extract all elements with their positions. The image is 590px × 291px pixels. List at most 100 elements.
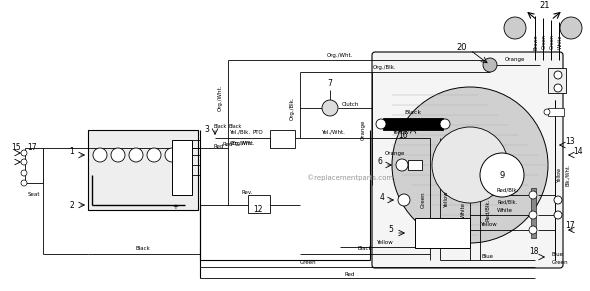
Text: 1: 1 — [70, 148, 74, 157]
Text: Yel./Blk.: Yel./Blk. — [230, 129, 251, 134]
Text: Black: Black — [213, 123, 226, 129]
Circle shape — [554, 196, 562, 204]
Text: Green: Green — [542, 35, 546, 49]
Bar — [531, 188, 536, 238]
Text: 17: 17 — [27, 143, 37, 152]
Circle shape — [483, 58, 497, 72]
Text: Org./Wht.: Org./Wht. — [231, 141, 255, 146]
Text: 12: 12 — [253, 205, 263, 214]
Circle shape — [21, 170, 27, 176]
Text: Yel./Wht.: Yel./Wht. — [321, 129, 345, 134]
Text: Brown: Brown — [533, 34, 539, 50]
Text: Black: Black — [404, 109, 422, 114]
Text: White: White — [558, 35, 562, 49]
Text: Seat: Seat — [28, 191, 40, 196]
Text: Blk./Wht.: Blk./Wht. — [565, 164, 569, 186]
Circle shape — [432, 127, 508, 203]
Circle shape — [529, 211, 537, 219]
Bar — [415, 218, 470, 248]
Text: 2: 2 — [70, 200, 74, 210]
Bar — [270, 130, 295, 148]
Text: Org./Blk.: Org./Blk. — [373, 65, 397, 70]
Bar — [548, 108, 564, 116]
Text: 6: 6 — [378, 157, 382, 166]
Circle shape — [529, 226, 537, 234]
Circle shape — [147, 148, 161, 162]
Text: Green: Green — [549, 35, 555, 49]
Text: Org./Wht.: Org./Wht. — [327, 52, 353, 58]
Bar — [248, 195, 270, 213]
Circle shape — [396, 159, 408, 171]
Text: 17: 17 — [565, 221, 575, 230]
Text: 4: 4 — [379, 193, 385, 201]
Text: Orange: Orange — [385, 150, 405, 155]
Circle shape — [554, 71, 562, 79]
Bar — [383, 118, 443, 130]
Text: Org./Wht.: Org./Wht. — [230, 141, 254, 146]
Bar — [88, 130, 198, 210]
Text: 21: 21 — [540, 1, 550, 10]
Text: 16: 16 — [398, 132, 408, 141]
Text: Org./Blk.: Org./Blk. — [290, 96, 294, 120]
Text: Red/Blk.: Red/Blk. — [498, 200, 518, 205]
Text: Black: Black — [358, 246, 372, 251]
Text: Rev.: Rev. — [241, 189, 253, 194]
Text: Blue: Blue — [552, 251, 564, 256]
Text: Red/Blk.: Red/Blk. — [484, 199, 490, 221]
Text: 3: 3 — [205, 125, 209, 134]
Circle shape — [376, 119, 386, 129]
Text: Red: Red — [213, 145, 224, 150]
Text: Blue: Blue — [481, 253, 493, 258]
Circle shape — [93, 148, 107, 162]
Text: Yellow: Yellow — [480, 223, 496, 228]
Text: Orange: Orange — [360, 120, 365, 140]
Circle shape — [440, 119, 450, 129]
Bar — [548, 68, 566, 93]
Text: Yellow: Yellow — [376, 239, 392, 244]
Circle shape — [529, 191, 537, 199]
Text: Red/Blk.: Red/Blk. — [497, 187, 519, 193]
Text: Black: Black — [228, 125, 242, 129]
Text: Red: Red — [223, 143, 233, 148]
Circle shape — [129, 148, 143, 162]
Circle shape — [398, 194, 410, 206]
Circle shape — [554, 211, 562, 219]
Bar — [408, 160, 422, 170]
Text: 13: 13 — [565, 138, 575, 146]
Text: Yellow: Yellow — [392, 129, 408, 134]
Text: PTO: PTO — [253, 129, 263, 134]
Bar — [25, 148, 43, 183]
Text: Yellow: Yellow — [444, 192, 450, 208]
Bar — [172, 140, 192, 195]
Circle shape — [21, 159, 27, 165]
Text: Red: Red — [345, 272, 355, 276]
Circle shape — [21, 180, 27, 186]
Text: Org./Wht.: Org./Wht. — [218, 85, 222, 111]
Circle shape — [111, 148, 125, 162]
Text: 9: 9 — [499, 171, 504, 180]
Text: Green: Green — [421, 192, 425, 208]
FancyBboxPatch shape — [372, 52, 563, 268]
Text: 18: 18 — [529, 248, 539, 256]
Circle shape — [322, 100, 338, 116]
Circle shape — [544, 109, 550, 115]
Text: Green: Green — [552, 260, 568, 265]
Text: 7: 7 — [327, 79, 332, 88]
Circle shape — [392, 87, 548, 243]
Text: Green: Green — [300, 260, 316, 265]
Text: White: White — [461, 202, 466, 218]
Text: Yellow: Yellow — [558, 167, 562, 182]
Circle shape — [21, 150, 27, 156]
Text: 20: 20 — [457, 42, 467, 52]
Text: Clutch: Clutch — [341, 102, 359, 107]
Text: +: + — [172, 204, 178, 210]
Text: 5: 5 — [389, 226, 394, 235]
Circle shape — [480, 153, 524, 197]
Text: White: White — [497, 207, 513, 212]
Text: 14: 14 — [573, 148, 583, 157]
Circle shape — [504, 17, 526, 39]
Text: -: - — [107, 207, 109, 213]
Circle shape — [165, 148, 179, 162]
Text: ©replacementparts.com: ©replacementparts.com — [307, 175, 393, 181]
Circle shape — [560, 17, 582, 39]
